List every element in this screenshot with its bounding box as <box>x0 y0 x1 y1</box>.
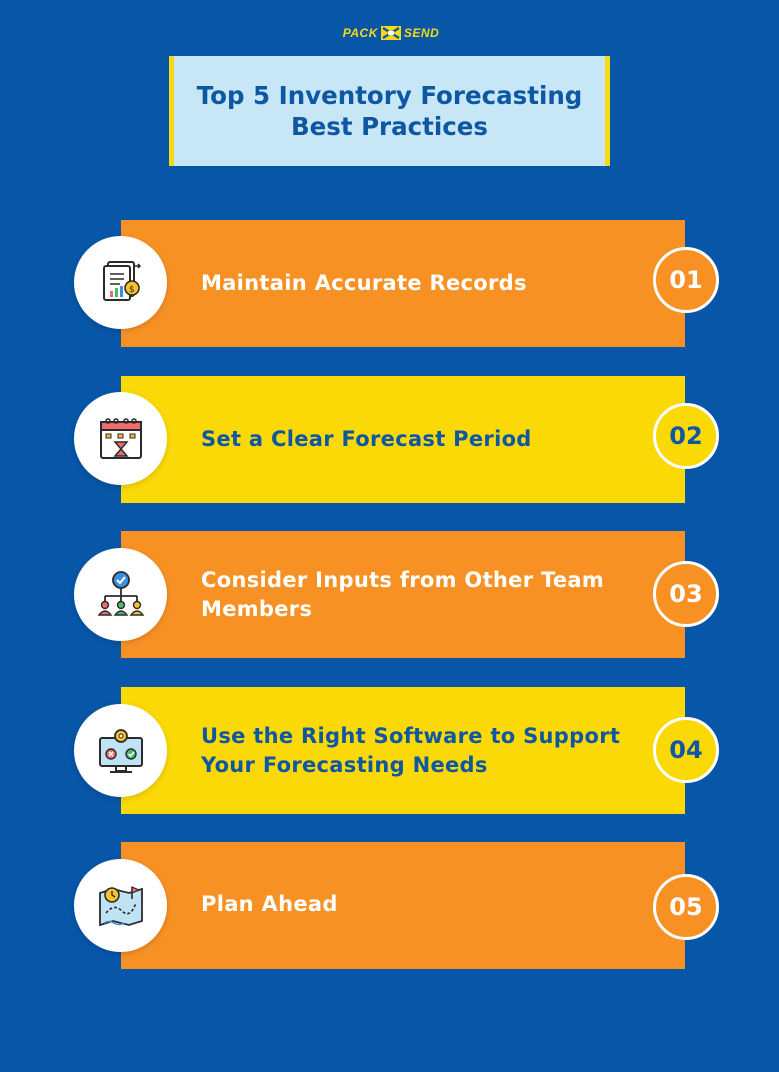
practice-row-5: Plan Ahead <box>121 842 685 969</box>
calendar-hourglass-icon <box>99 417 142 459</box>
practice-row-1: Maintain Accurate Records <box>121 220 685 347</box>
practice-label-5: Plan Ahead <box>201 891 338 916</box>
practice-number-4: 04 <box>653 717 719 783</box>
practice-number-5: 05 <box>653 874 719 940</box>
team-hierarchy-icon <box>97 570 144 616</box>
practice-label-3: Consider Inputs from Other Team Members <box>201 567 605 621</box>
icon-badge-2 <box>74 392 167 485</box>
icon-badge-5 <box>74 859 167 952</box>
icon-badge-4 <box>74 704 167 797</box>
monitor-software-icon <box>98 728 143 773</box>
practice-row-2: Set a Clear Forecast Period <box>121 376 685 503</box>
practice-label-1: Maintain Accurate Records <box>201 271 527 295</box>
practice-row-4: Use the Right Software to Support Your F… <box>121 687 685 814</box>
logo-word-pack: PACK <box>342 26 378 40</box>
logo-box-icon <box>380 26 401 40</box>
practice-row-3: Consider Inputs from Other Team Members <box>121 531 685 658</box>
svg-text:$: $ <box>129 285 135 295</box>
practice-label-4: Use the Right Software to Support Your F… <box>201 723 621 777</box>
practice-label-2: Set a Clear Forecast Period <box>201 427 532 451</box>
icon-badge-1: $ <box>74 236 167 329</box>
brand-logo: PACK SEND <box>335 22 447 44</box>
practice-number-1: 01 <box>653 247 719 313</box>
title-banner: Top 5 Inventory Forecasting Best Practic… <box>169 56 610 166</box>
financial-records-icon: $ <box>102 260 141 301</box>
logo-word-send: SEND <box>403 26 440 40</box>
planning-map-icon <box>98 885 143 926</box>
page-title: Top 5 Inventory Forecasting Best Practic… <box>196 81 583 141</box>
practice-number-2: 02 <box>653 403 719 469</box>
icon-badge-3 <box>74 548 167 641</box>
practice-number-3: 03 <box>653 561 719 627</box>
